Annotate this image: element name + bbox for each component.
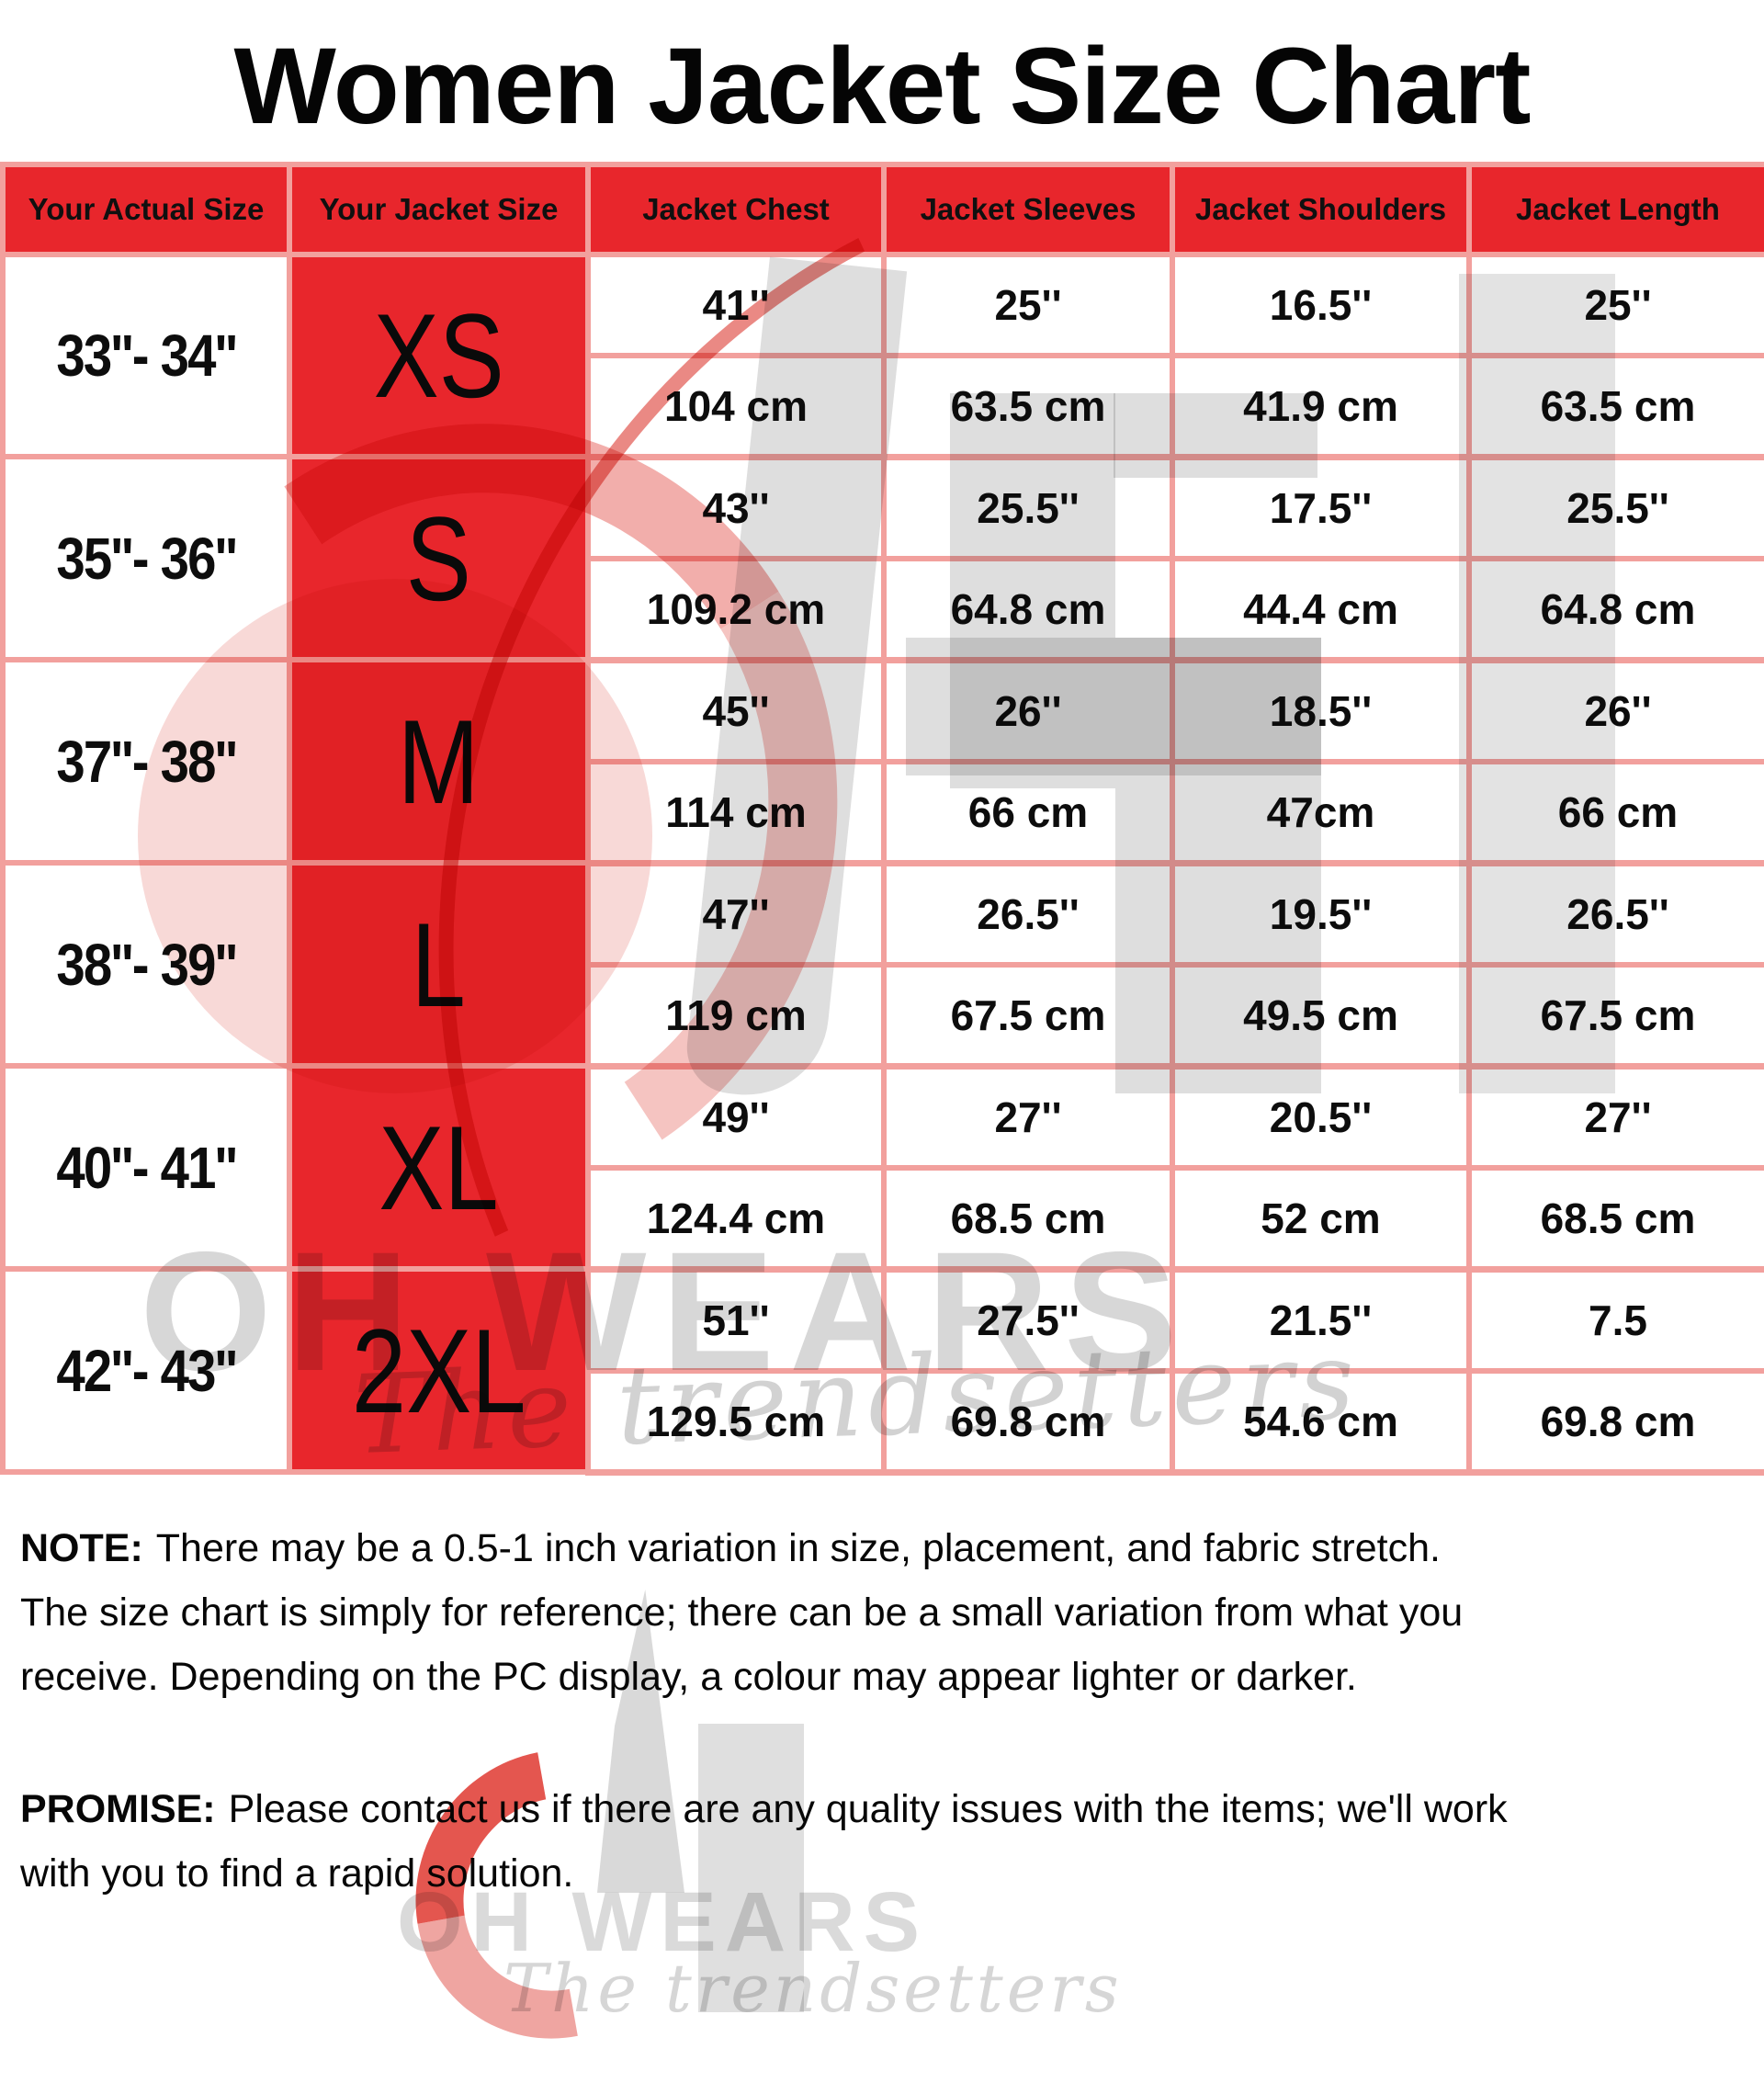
sleeves-inches-cell: 27'' [881, 1063, 1175, 1171]
length-inches-cell: 25'' [1466, 251, 1764, 358]
sleeves-cm-cell: 67.5 cm [881, 961, 1175, 1070]
actual-size-cell: 33''- 34'' [0, 251, 292, 460]
sleeves-cm-cell: 66 cm [881, 758, 1175, 866]
header-jacket-shoulders: Jacket Shoulders [1170, 161, 1472, 257]
chest-cm-cell: 114 cm [585, 758, 887, 866]
sleeves-inches-cell: 26.5'' [881, 860, 1175, 968]
jacket-size-letter: XS [373, 289, 504, 424]
shoulders-cm-cell: 41.9 cm [1170, 352, 1472, 460]
shoulders-cm-cell: 44.4 cm [1170, 555, 1472, 663]
sleeves-cm-cell: 68.5 cm [881, 1164, 1175, 1273]
size-chart-table: Your Actual Size Your Jacket Size Jacket… [0, 161, 1764, 1476]
header-jacket-chest: Jacket Chest [585, 161, 887, 257]
length-cm-cell: 64.8 cm [1466, 555, 1764, 663]
shoulders-inches-cell: 20.5'' [1170, 1063, 1472, 1171]
sleeves-cm-cell: 69.8 cm [881, 1367, 1175, 1476]
actual-size-cell: 40''- 41'' [0, 1063, 292, 1273]
sleeves-inches-cell: 25'' [881, 251, 1175, 358]
shoulders-inches-cell: 17.5'' [1170, 454, 1472, 561]
page-title: Women Jacket Size Chart [233, 26, 1532, 147]
length-inches-cell: 25.5'' [1466, 454, 1764, 561]
length-inches-cell: 26'' [1466, 657, 1764, 764]
length-cm-cell: 66 cm [1466, 758, 1764, 866]
size-row-inches: 42''- 43'' 2XL 51'' 27.5'' 21.5'' 7.5 [0, 1266, 1764, 1476]
actual-size-value: 40''- 41'' [56, 1134, 237, 1201]
chest-inches-cell: 51'' [585, 1266, 887, 1374]
header-jacket-length: Jacket Length [1466, 161, 1764, 257]
watermark-tagline-text-small: The trendsetters [503, 1950, 1123, 2027]
header-your-jacket-size: Your Jacket Size [287, 161, 591, 257]
chest-cm-cell: 124.4 cm [585, 1164, 887, 1273]
actual-size-value: 38''- 39'' [56, 931, 237, 998]
length-cm-cell: 69.8 cm [1466, 1367, 1764, 1476]
actual-size-cell: 37''- 38'' [0, 657, 292, 866]
chest-cm-cell: 119 cm [585, 961, 887, 1070]
promise-text: Please contact us if there are any quali… [20, 1787, 1508, 1896]
jacket-size-letter: S [405, 491, 472, 626]
header-your-actual-size: Your Actual Size [0, 161, 292, 257]
jacket-size-cell: L [287, 860, 591, 1070]
jacket-size-cell: M [287, 657, 591, 866]
promise-paragraph: PROMISE: Please contact us if there are a… [20, 1777, 1509, 1906]
actual-size-value: 42''- 43'' [56, 1337, 237, 1404]
length-inches-cell: 27'' [1466, 1063, 1764, 1171]
sleeves-inches-cell: 26'' [881, 657, 1175, 764]
header-jacket-sleeves: Jacket Sleeves [881, 161, 1175, 257]
length-inches-cell: 7.5 [1466, 1266, 1764, 1374]
note-label: NOTE: [20, 1525, 143, 1570]
sleeves-cm-cell: 63.5 cm [881, 352, 1175, 460]
chest-inches-cell: 43'' [585, 454, 887, 561]
chest-inches-cell: 49'' [585, 1063, 887, 1171]
size-rows: 33''- 34'' XS 41'' 25'' 16.5'' 25'' 104 … [0, 251, 1764, 1476]
length-cm-cell: 63.5 cm [1466, 352, 1764, 460]
sleeves-inches-cell: 27.5'' [881, 1266, 1175, 1374]
jacket-size-letter: L [411, 897, 467, 1032]
chest-inches-cell: 41'' [585, 251, 887, 358]
promise-label: PROMISE: [20, 1787, 216, 1832]
jacket-size-cell: 2XL [287, 1266, 591, 1476]
length-cm-cell: 68.5 cm [1466, 1164, 1764, 1273]
sleeves-cm-cell: 64.8 cm [881, 555, 1175, 663]
shoulders-inches-cell: 18.5'' [1170, 657, 1472, 764]
jacket-size-cell: XL [287, 1063, 591, 1273]
actual-size-value: 37''- 38'' [56, 728, 237, 795]
jacket-size-letter: M [398, 694, 480, 829]
table-header-row: Your Actual Size Your Jacket Size Jacket… [0, 161, 1764, 257]
jacket-size-cell: XS [287, 251, 591, 460]
shoulders-inches-cell: 16.5'' [1170, 251, 1472, 358]
length-cm-cell: 67.5 cm [1466, 961, 1764, 1070]
shoulders-cm-cell: 49.5 cm [1170, 961, 1472, 1070]
chest-cm-cell: 129.5 cm [585, 1367, 887, 1476]
chest-cm-cell: 104 cm [585, 352, 887, 460]
note-paragraph: NOTE: There may be a 0.5-1 inch variation… [20, 1516, 1509, 1709]
actual-size-value: 35''- 36'' [56, 525, 237, 592]
chest-cm-cell: 109.2 cm [585, 555, 887, 663]
chest-inches-cell: 45'' [585, 657, 887, 764]
notes-section: NOTE: There may be a 0.5-1 inch variation… [20, 1516, 1509, 1906]
jacket-size-cell: S [287, 454, 591, 663]
actual-size-cell: 35''- 36'' [0, 454, 292, 663]
note-text: There may be a 0.5-1 inch variation in s… [20, 1525, 1464, 1699]
shoulders-inches-cell: 19.5'' [1170, 860, 1472, 968]
size-row-cm: 129.5 cm 69.8 cm 54.6 cm 69.8 cm [3, 1367, 1764, 1476]
size-row-cm: 124.4 cm 68.5 cm 52 cm 68.5 cm [3, 1164, 1764, 1273]
size-row-inches: 33''- 34'' XS 41'' 25'' 16.5'' 25'' [0, 251, 1764, 460]
size-row-inches: 37''- 38'' M 45'' 26'' 18.5'' 26'' [0, 657, 1764, 866]
jacket-size-letter: 2XL [351, 1303, 526, 1438]
size-row-inches: 40''- 41'' XL 49'' 27'' 20.5'' 27'' [0, 1063, 1764, 1273]
chest-inches-cell: 47'' [585, 860, 887, 968]
actual-size-cell: 42''- 43'' [0, 1266, 292, 1476]
actual-size-cell: 38''- 39'' [0, 860, 292, 1070]
shoulders-cm-cell: 54.6 cm [1170, 1367, 1472, 1476]
shoulders-cm-cell: 52 cm [1170, 1164, 1472, 1273]
actual-size-value: 33''- 34'' [56, 323, 237, 390]
shoulders-inches-cell: 21.5'' [1170, 1266, 1472, 1374]
jacket-size-letter: XL [379, 1100, 499, 1235]
shoulders-cm-cell: 47cm [1170, 758, 1472, 866]
sleeves-inches-cell: 25.5'' [881, 454, 1175, 561]
size-row-inches: 38''- 39'' L 47'' 26.5'' 19.5'' 26.5'' [0, 860, 1764, 1070]
size-row-inches: 35''- 36'' S 43'' 25.5'' 17.5'' 25.5'' [0, 454, 1764, 663]
length-inches-cell: 26.5'' [1466, 860, 1764, 968]
